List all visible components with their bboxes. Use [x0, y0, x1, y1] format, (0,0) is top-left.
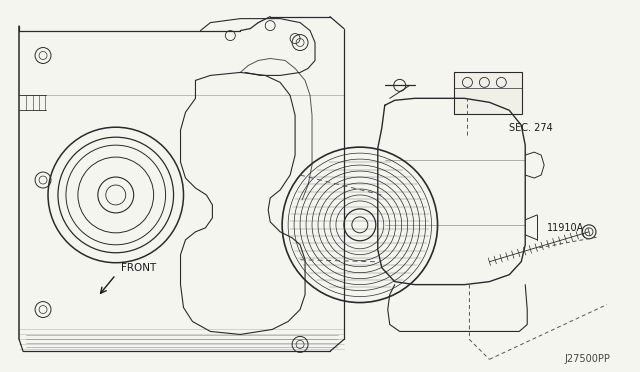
Text: 11910A: 11910A [547, 223, 584, 233]
Text: SEC. 274: SEC. 274 [509, 123, 553, 133]
Text: J27500PP: J27500PP [564, 355, 610, 364]
Text: FRONT: FRONT [121, 263, 156, 273]
Bar [454, 73, 522, 114]
